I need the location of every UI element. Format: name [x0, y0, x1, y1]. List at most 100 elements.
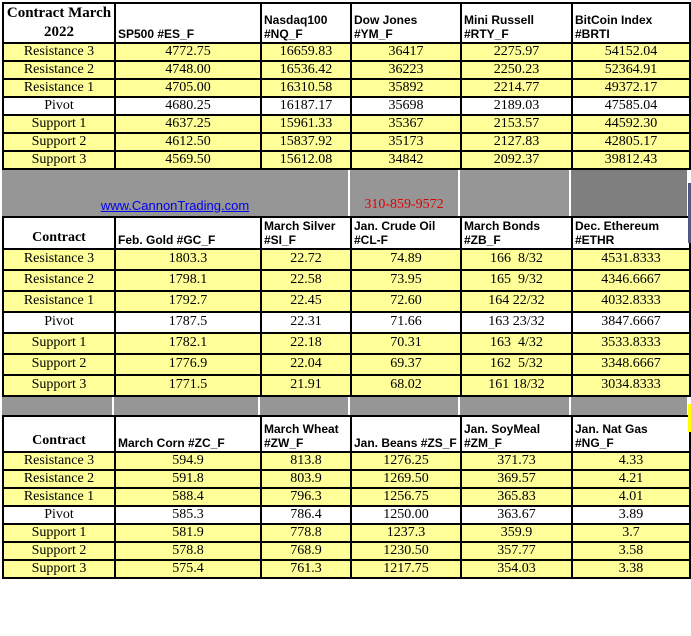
- corner-header: Contract March 2022: [2, 2, 116, 44]
- cell-value: 575.4: [114, 558, 262, 579]
- cell-value: 365.83: [460, 486, 573, 507]
- cell-value: 49372.17: [571, 77, 691, 98]
- cell-value: 1256.75: [350, 486, 462, 507]
- cell-value: 22.45: [260, 289, 352, 313]
- row-label: Resistance 3: [2, 450, 116, 471]
- column-header: March Corn #ZC_F: [114, 414, 262, 453]
- cell-value: 1792.7: [114, 289, 262, 313]
- row-label: Support 1: [2, 331, 116, 355]
- cell-value: 1269.50: [350, 468, 462, 489]
- cell-value: 164 22/32: [460, 289, 573, 313]
- cell-value: 3.89: [571, 504, 691, 525]
- cell-value: 4346.6667: [571, 268, 691, 292]
- cell-value: 72.60: [350, 289, 462, 313]
- separator-cell: [114, 396, 258, 415]
- cell-value: 1798.1: [114, 268, 262, 292]
- cell-value: 1250.00: [350, 504, 462, 525]
- cell-value: 778.8: [260, 522, 352, 543]
- cell-value: 761.3: [260, 558, 352, 579]
- column-header: March Wheat #ZW_F: [260, 414, 352, 453]
- cell-value: 4680.25: [114, 95, 262, 116]
- cell-value: 371.73: [460, 450, 573, 471]
- row-label: Support 3: [2, 558, 116, 579]
- row-label: Pivot: [2, 504, 116, 525]
- phone-number: 310-859-9572: [364, 196, 444, 212]
- cell-value: 4772.75: [114, 41, 262, 62]
- cell-value: 1276.25: [350, 450, 462, 471]
- table-row: Resistance 3 4772.75 16659.83 36417 2275.97 5…: [2, 41, 691, 62]
- table-row: Resistance 2 591.8 803.9 1269.50 369.57 4.21: [2, 468, 691, 489]
- cell-value: 3533.8333: [571, 331, 691, 355]
- table-row: Support 1 4637.25 15961.33 35367 2153.57 4459…: [2, 113, 691, 134]
- cell-value: 36417: [350, 41, 462, 62]
- cell-value: 2275.97: [460, 41, 573, 62]
- cell-value: 22.04: [260, 352, 352, 376]
- cell-value: 68.02: [350, 373, 462, 397]
- column-header: BitCoin Index #BRTI: [571, 2, 691, 44]
- column-header: Nasdaq100 #NQ_F: [260, 2, 352, 44]
- row-label: Support 1: [2, 522, 116, 543]
- cell-value: 2153.57: [460, 113, 573, 134]
- cell-value: 15961.33: [260, 113, 352, 134]
- cell-value: 165 9/32: [460, 268, 573, 292]
- banner-phone-cell: 310-859-9572: [350, 169, 458, 216]
- cell-value: 1230.50: [350, 540, 462, 561]
- cell-value: 357.77: [460, 540, 573, 561]
- indices-pivot-table: Contract March 2022 SP500 #ES_F Nasdaq100 …: [2, 2, 691, 170]
- row-label: Support 1: [2, 113, 116, 134]
- cell-value: 2127.83: [460, 131, 573, 152]
- table-row: Support 1 581.9 778.8 1237.3 359.9 3.7: [2, 522, 691, 543]
- cell-value: 4032.8333: [571, 289, 691, 313]
- corner-header: Contract: [2, 215, 116, 250]
- separator-cell: [571, 396, 687, 415]
- header-row: Contract March Corn #ZC_F March Wheat #ZW_…: [2, 414, 691, 453]
- cell-value: 803.9: [260, 468, 352, 489]
- cell-value: 4612.50: [114, 131, 262, 152]
- cell-value: 22.31: [260, 310, 352, 334]
- table-row: Resistance 3 594.9 813.8 1276.25 371.73 4.33: [2, 450, 691, 471]
- cell-value: 363.67: [460, 504, 573, 525]
- column-header: Jan. Beans #ZS_F: [350, 414, 462, 453]
- table-row: Pivot 585.3 786.4 1250.00 363.67 3.89: [2, 504, 691, 525]
- banner-empty-cell: [460, 169, 569, 216]
- cell-value: 16310.58: [260, 77, 352, 98]
- website-link[interactable]: www.CannonTrading.com: [100, 197, 250, 213]
- right-edge-artifact: [688, 183, 691, 243]
- banner-link-cell: www.CannonTrading.com: [2, 169, 348, 216]
- cell-value: 16536.42: [260, 59, 352, 80]
- cell-value: 1217.75: [350, 558, 462, 579]
- metals-energy-pivot-table: Contract Feb. Gold #GC_F March Silver #SI_…: [2, 215, 691, 397]
- cell-value: 1782.1: [114, 331, 262, 355]
- cell-value: 52364.91: [571, 59, 691, 80]
- cell-value: 796.3: [260, 486, 352, 507]
- table-row: Support 3 575.4 761.3 1217.75 354.03 3.38: [2, 558, 691, 579]
- cell-value: 47585.04: [571, 95, 691, 116]
- table-row: Pivot 1787.5 22.31 71.66 163 23/32 3847.6667: [2, 310, 691, 334]
- column-header: SP500 #ES_F: [114, 2, 262, 44]
- info-banner: www.CannonTrading.com 310-859-9572: [2, 169, 689, 216]
- cell-value: 163 23/32: [460, 310, 573, 334]
- cell-value: 581.9: [114, 522, 262, 543]
- cell-value: 1776.9: [114, 352, 262, 376]
- row-label: Support 2: [2, 540, 116, 561]
- column-header: Feb. Gold #GC_F: [114, 215, 262, 250]
- cell-value: 161 18/32: [460, 373, 573, 397]
- cell-value: 3348.6667: [571, 352, 691, 376]
- table-row: Support 2 1776.9 22.04 69.37 162 5/32 3348.66…: [2, 352, 691, 376]
- cell-value: 42805.17: [571, 131, 691, 152]
- cell-value: 162 5/32: [460, 352, 573, 376]
- cell-value: 3034.8333: [571, 373, 691, 397]
- cell-value: 21.91: [260, 373, 352, 397]
- table-row: Resistance 2 1798.1 22.58 73.95 165 9/32 4346…: [2, 268, 691, 292]
- column-header: March Bonds #ZB_F: [460, 215, 573, 250]
- cell-value: 74.89: [350, 247, 462, 271]
- cell-value: 15837.92: [260, 131, 352, 152]
- grains-pivot-table: Contract March Corn #ZC_F March Wheat #ZW_…: [2, 414, 691, 579]
- row-label: Resistance 2: [2, 59, 116, 80]
- row-label: Support 3: [2, 149, 116, 170]
- row-label: Resistance 2: [2, 468, 116, 489]
- row-label: Pivot: [2, 95, 116, 116]
- cell-value: 15612.08: [260, 149, 352, 170]
- cell-value: 35892: [350, 77, 462, 98]
- cell-value: 16659.83: [260, 41, 352, 62]
